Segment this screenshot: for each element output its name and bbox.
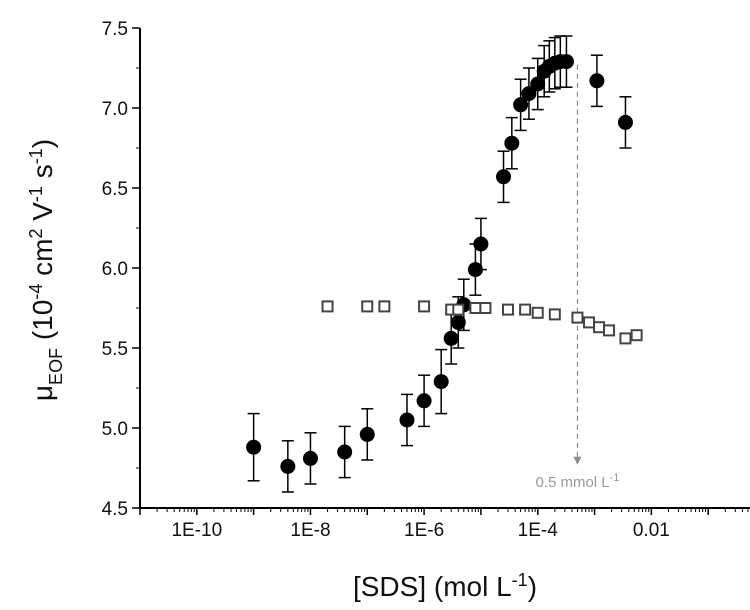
data-point-circle: [589, 73, 605, 89]
data-point-square: [479, 302, 492, 314]
data-point-square: [418, 300, 431, 313]
data-point-square: [469, 302, 482, 314]
data-point-circle: [504, 135, 520, 151]
data-point-circle: [433, 374, 449, 390]
y-tick-label: 6.0: [102, 259, 128, 280]
data-point-square: [603, 324, 616, 337]
data-point-square: [571, 311, 584, 324]
axes-frame: [139, 28, 750, 509]
annotation-arrowhead: [573, 456, 582, 465]
data-point-circle: [399, 412, 415, 428]
axis-ticks: 1E-101E-81E-61E-40.0114.55.05.56.06.57.0…: [102, 19, 749, 541]
y-tick-label: 5.5: [102, 339, 128, 360]
data-point-circle: [246, 439, 262, 455]
data-point-square: [593, 321, 606, 334]
data-point-square: [531, 306, 544, 319]
annotation-layer: 0.5 mmol L-1: [535, 64, 619, 491]
x-tick-label: 1E-10: [171, 520, 222, 541]
data-point-square: [452, 303, 465, 316]
data-point-square: [548, 308, 561, 321]
data-point-square: [630, 329, 643, 342]
data-point-circle: [521, 86, 537, 102]
data-point-circle: [513, 97, 529, 113]
x-tick-label: 1E-4: [518, 520, 559, 541]
y-tick-label: 6.5: [102, 179, 128, 200]
data-point-square: [502, 303, 515, 316]
x-tick-label: 0.01: [633, 520, 670, 541]
data-point-circle: [416, 393, 432, 409]
data-point-square: [619, 332, 632, 345]
data-point-circle: [530, 76, 546, 92]
series-layer: [246, 35, 643, 493]
y-tick-label: 7.5: [102, 19, 128, 40]
data-point-square: [361, 300, 374, 313]
data-point-circle: [302, 450, 318, 466]
data-point-circle: [337, 444, 353, 460]
x-tick-label: 1E-6: [404, 520, 444, 541]
x-axis-title: [SDS] (mol L-1): [353, 570, 537, 602]
data-point-circle: [359, 426, 375, 442]
data-point-circle: [473, 236, 489, 252]
data-point-square: [583, 316, 596, 329]
y-axis-title: μEOF (10-4 cm2 V-1 s-1): [26, 139, 66, 401]
data-point-circle: [450, 314, 466, 330]
data-point-circle: [558, 54, 574, 70]
data-point-circle: [496, 169, 512, 185]
y-tick-label: 7.0: [102, 99, 128, 120]
x-tick-label: 1E-8: [290, 520, 330, 541]
data-point-square: [321, 300, 334, 313]
data-point-square: [519, 303, 532, 316]
y-tick-label: 4.5: [102, 499, 128, 520]
data-point-circle: [617, 114, 633, 130]
data-point-circle: [443, 330, 459, 346]
annotation-label: 0.5 mmol L-1: [535, 472, 619, 491]
data-point-square: [378, 300, 391, 313]
data-point-circle: [280, 458, 296, 474]
y-tick-label: 5.0: [102, 419, 128, 440]
